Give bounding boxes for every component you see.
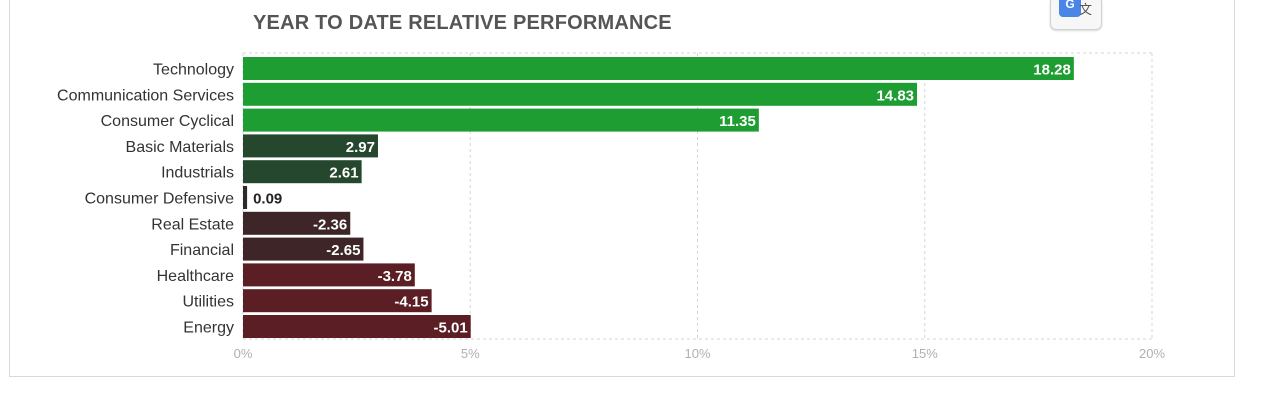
x-tick-label: 15% [912, 346, 938, 361]
bar [243, 263, 415, 287]
value-label: -2.36 [313, 216, 347, 233]
value-label: 14.83 [876, 87, 914, 104]
value-label: -4.15 [394, 294, 428, 311]
category-label: Financial [170, 242, 234, 259]
category-label: Basic Materials [126, 139, 234, 156]
translate-button[interactable]: G 文 [1050, 0, 1102, 30]
category-label: Communication Services [57, 87, 234, 104]
google-translate-icon: G [1059, 0, 1081, 17]
bar [243, 134, 378, 158]
value-label: -5.01 [434, 320, 468, 337]
category-label: Consumer Cyclical [101, 113, 234, 130]
x-tick-label: 0% [234, 346, 253, 361]
x-tick-label: 10% [684, 346, 710, 361]
value-label: 2.61 [329, 165, 358, 182]
x-tick-label: 20% [1139, 346, 1165, 361]
category-label: Real Estate [151, 216, 234, 233]
translate-glyph-icon: 文 [1079, 2, 1093, 17]
bar [243, 186, 248, 209]
bar [243, 82, 918, 106]
value-label: 18.28 [1033, 62, 1071, 79]
category-label: Consumer Defensive [85, 191, 235, 208]
bar [243, 57, 1074, 80]
chart-title: YEAR TO DATE RELATIVE PERFORMANCE [253, 12, 672, 34]
bar [243, 289, 432, 313]
value-label: 2.97 [346, 139, 375, 156]
value-label: -3.78 [378, 268, 412, 285]
bar [243, 315, 471, 338]
category-label: Energy [183, 320, 234, 337]
value-label: 0.09 [253, 191, 282, 208]
bar [243, 237, 364, 261]
value-label: -2.65 [326, 242, 360, 259]
category-label: Healthcare [157, 268, 234, 285]
category-label: Utilities [182, 294, 234, 311]
category-label: Technology [153, 62, 234, 79]
bar [243, 108, 759, 132]
value-label: 11.35 [719, 113, 756, 130]
bar [243, 211, 351, 235]
category-label: Industrials [161, 165, 234, 182]
bar [243, 160, 362, 184]
x-tick-label: 5% [461, 346, 480, 361]
